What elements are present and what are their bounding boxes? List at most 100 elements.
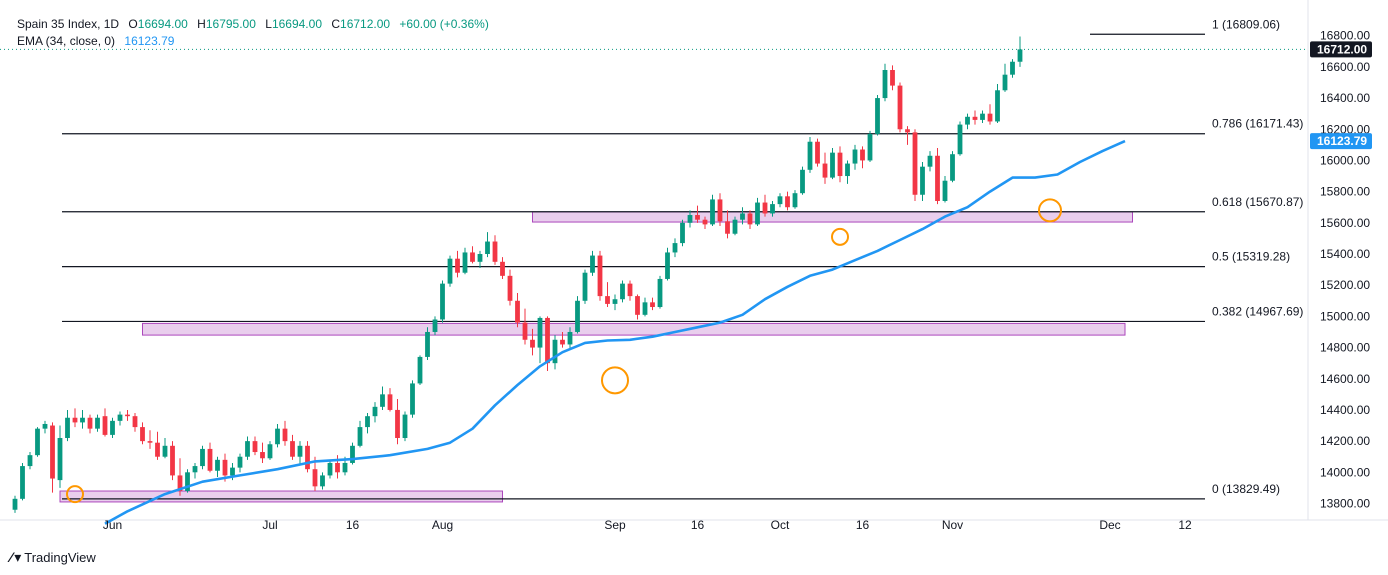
candle-down [102,416,108,435]
candle-up [245,441,250,457]
candle-down [387,394,393,410]
candle-down [837,152,843,177]
candle-up [27,455,33,467]
change-value: +60.00 (+0.36%) [399,17,489,31]
open-value: 16694.00 [137,17,188,31]
candle-down [897,85,903,130]
time-tick-label: Jun [103,518,122,532]
candle-down [972,116,978,120]
candle-down [492,241,498,262]
fib-label-0.618: 0.618 (15670.87) [1212,195,1303,209]
support-zone [142,322,1126,336]
fib-label-0.382: 0.382 (14967.69) [1212,304,1303,318]
ema-line [104,139,1126,525]
price-tick-label: 14200.00 [1320,434,1370,448]
candle-down [650,302,655,308]
candle-up [980,113,985,120]
ema-label: EMA (34, close, 0) [17,34,116,48]
candle-down [305,445,310,470]
candle-up [732,219,738,234]
candle-down [515,300,520,323]
candle-up [657,278,663,308]
price-tick-label: 14400.00 [1320,403,1370,417]
candle-up [95,417,100,429]
candle-up [230,467,235,476]
candle-down [170,445,175,476]
candle-down [530,339,535,348]
candle-up [372,406,378,417]
low-label: L [265,17,272,31]
candle-up [185,472,190,492]
candle-up [792,193,798,208]
candle-up [957,124,963,155]
candle-up [57,438,63,481]
candle-up [192,466,198,473]
candle-up [845,163,850,177]
candle-down [635,296,640,315]
candle-up [297,445,303,457]
candle-up [12,498,18,510]
candle-up [440,283,445,320]
candle-up [327,462,333,476]
candle-down [605,296,610,304]
candle-up [807,141,813,170]
time-tick-label: Jul [262,518,277,532]
candle-up [42,423,48,429]
candle-up [867,133,873,161]
candle-down [762,202,768,214]
candle-down [290,441,295,457]
candle-up [537,317,543,348]
candle-down [155,442,160,457]
support-zone [59,490,503,503]
candle-down [147,441,153,443]
candle-up [582,272,588,301]
price-tick-label: 15800.00 [1320,185,1370,199]
candle-up [920,166,925,195]
high-value: 16795.00 [205,17,256,31]
candle-up [275,428,280,445]
candle-up [200,448,205,467]
candle-down [177,475,183,492]
price-tick-label: 15000.00 [1320,309,1370,323]
fib-label-0.5: 0.5 (15319.28) [1212,250,1290,264]
ohlc-values: O16694.00 H16795.00 L16694.00 C16712.00 … [128,17,494,31]
candle-up [215,459,220,471]
candle-down [695,215,700,220]
candle-up [1002,74,1008,91]
candle-down [50,425,55,479]
candle-down [987,113,993,122]
candle-up [777,196,783,205]
candle-up [237,456,243,468]
candle-down [935,155,940,201]
candle-down [335,462,340,473]
candle-up [950,154,955,181]
candle-up [552,339,558,364]
candle-up [680,222,685,244]
candle-up [642,302,648,315]
fib-label-0: 0 (13829.49) [1212,482,1280,496]
candle-up [380,394,385,407]
candle-up [417,356,423,384]
candle-down [860,149,865,161]
candle-down [702,219,708,225]
candle-down [522,322,528,340]
candle-down [125,414,130,417]
candle-up [882,70,888,99]
candle-down [312,469,318,487]
tradingview-logo[interactable]: ⁄ ▾ TradingView [10,549,96,566]
ema-price-badge: 16123.79 [1317,134,1367,148]
candle-up [365,416,370,428]
candle-up [590,255,595,273]
candle-up [875,98,880,134]
ema-legend: EMA (34, close, 0) 16123.79 [17,34,180,48]
time-tick-label: Dec [1099,518,1120,532]
candle-up [447,258,453,284]
price-tick-label: 15200.00 [1320,278,1370,292]
price-tick-label: 16200.00 [1320,122,1370,136]
candle-up [687,215,693,223]
candle-down [455,258,460,273]
candle-down [500,261,505,276]
candle-up [942,180,948,201]
candle-down [72,417,78,423]
